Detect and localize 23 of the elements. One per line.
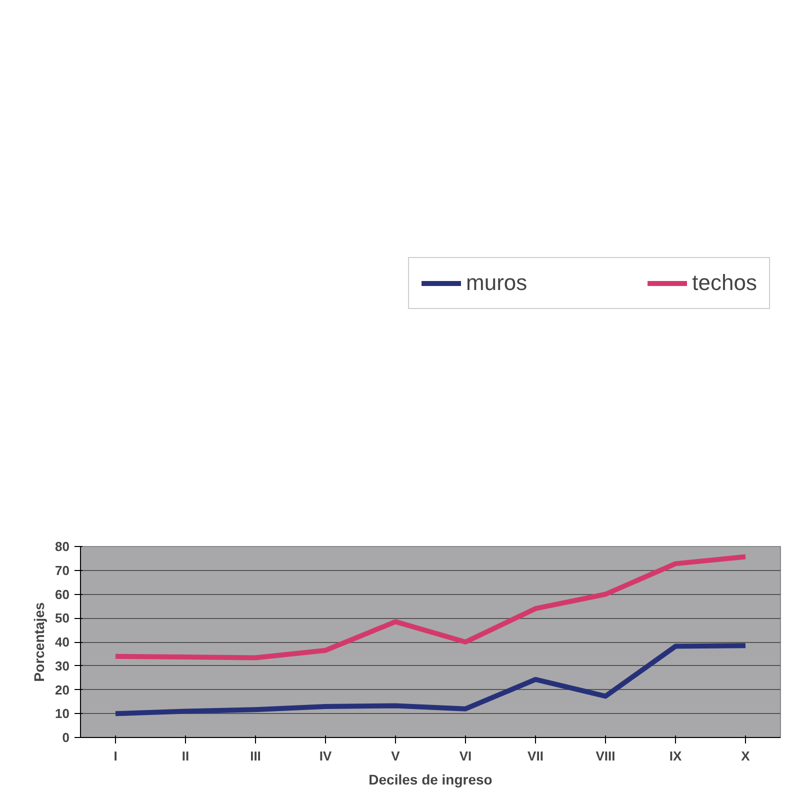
x-tick-label: IX (669, 748, 682, 764)
y-tick-label: 60 (55, 586, 70, 602)
x-tick-label: II (182, 748, 190, 764)
x-axis-title: Deciles de ingreso (368, 772, 492, 788)
x-tick-label: VII (528, 748, 544, 764)
x-tick-label: I (114, 748, 118, 764)
x-tick-label: VI (459, 748, 472, 764)
x-tick-label: VIII (596, 748, 616, 764)
x-tick-label: V (391, 748, 400, 764)
x-tick-label: X (741, 748, 750, 764)
legend-label: techos (692, 270, 757, 296)
y-tick-label: 20 (55, 682, 70, 698)
legend-label: muros (466, 270, 528, 296)
y-tick-label: 80 (55, 539, 70, 554)
y-tick-label: 50 (55, 610, 70, 626)
y-tick-label: 40 (55, 634, 70, 650)
y-tick-label: 0 (62, 730, 70, 745)
x-tick-label: IV (319, 748, 332, 764)
x-tick-label: III (250, 748, 261, 764)
y-tick-label: 10 (55, 706, 70, 722)
y-tick-label: 30 (55, 658, 70, 674)
y-tick-label: 70 (55, 562, 70, 578)
y-axis-title: Porcentajes (31, 602, 48, 682)
